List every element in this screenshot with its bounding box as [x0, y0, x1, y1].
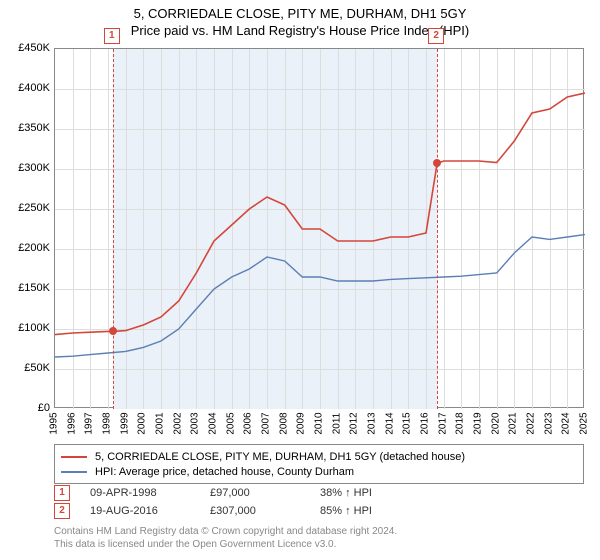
- footer: Contains HM Land Registry data © Crown c…: [54, 525, 397, 551]
- legend: 5, CORRIEDALE CLOSE, PITY ME, DURHAM, DH…: [54, 444, 584, 484]
- legend-label-hpi: HPI: Average price, detached house, Coun…: [95, 466, 354, 478]
- event-row-1: 1 09-APR-1998 £97,000 38% ↑ HPI: [54, 484, 372, 502]
- event-price-1: £97,000: [210, 487, 320, 499]
- title-block: 5, CORRIEDALE CLOSE, PITY ME, DURHAM, DH…: [0, 0, 600, 38]
- footer-line1: Contains HM Land Registry data © Crown c…: [54, 525, 397, 538]
- event-marker-2: 2: [54, 503, 70, 519]
- event-hpi-1: 38% ↑ HPI: [320, 487, 372, 499]
- legend-row-property: 5, CORRIEDALE CLOSE, PITY ME, DURHAM, DH…: [61, 449, 577, 464]
- legend-label-property: 5, CORRIEDALE CLOSE, PITY ME, DURHAM, DH…: [95, 451, 465, 463]
- legend-swatch-property: [61, 456, 87, 458]
- title-subtitle: Price paid vs. HM Land Registry's House …: [0, 23, 600, 38]
- events-table: 1 09-APR-1998 £97,000 38% ↑ HPI 2 19-AUG…: [54, 484, 372, 520]
- chart-area: £0£50K£100K£150K£200K£250K£300K£350K£400…: [54, 48, 584, 408]
- event-marker-1: 1: [54, 485, 70, 501]
- event-price-2: £307,000: [210, 505, 320, 517]
- title-address: 5, CORRIEDALE CLOSE, PITY ME, DURHAM, DH…: [0, 6, 600, 21]
- line-series: [55, 49, 585, 409]
- event-date-2: 19-AUG-2016: [90, 505, 210, 517]
- container: 5, CORRIEDALE CLOSE, PITY ME, DURHAM, DH…: [0, 0, 600, 560]
- footer-line2: This data is licensed under the Open Gov…: [54, 538, 397, 551]
- event-hpi-2: 85% ↑ HPI: [320, 505, 372, 517]
- event-date-1: 09-APR-1998: [90, 487, 210, 499]
- legend-row-hpi: HPI: Average price, detached house, Coun…: [61, 464, 577, 479]
- legend-swatch-hpi: [61, 471, 87, 473]
- event-row-2: 2 19-AUG-2016 £307,000 85% ↑ HPI: [54, 502, 372, 520]
- plot: [54, 48, 584, 408]
